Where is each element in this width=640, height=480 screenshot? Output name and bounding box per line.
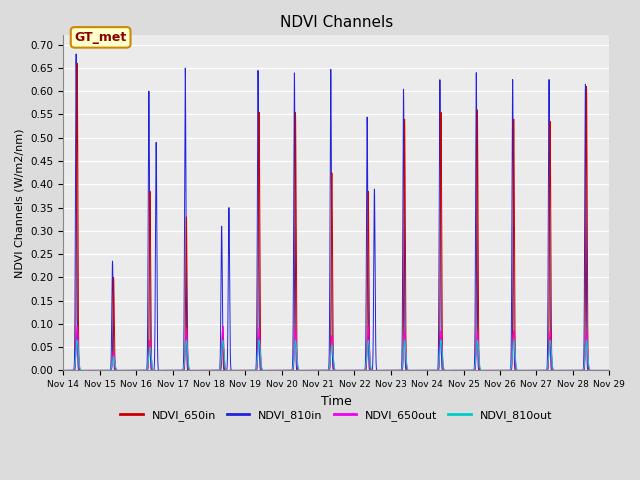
- NDVI_650in: [605, 368, 613, 373]
- NDVI_810in: [60, 368, 67, 373]
- Line: NDVI_650out: NDVI_650out: [63, 326, 609, 371]
- NDVI_650in: [604, 368, 611, 373]
- NDVI_650out: [489, 368, 497, 373]
- NDVI_650out: [60, 368, 67, 373]
- NDVI_650out: [171, 368, 179, 373]
- NDVI_810out: [74, 337, 81, 343]
- Line: NDVI_810in: NDVI_810in: [63, 54, 609, 371]
- NDVI_810out: [489, 368, 497, 373]
- NDVI_810in: [177, 368, 184, 373]
- NDVI_810out: [60, 368, 67, 373]
- NDVI_810in: [605, 368, 613, 373]
- NDVI_810in: [412, 368, 419, 373]
- Legend: NDVI_650in, NDVI_810in, NDVI_650out, NDVI_810out: NDVI_650in, NDVI_810in, NDVI_650out, NDV…: [116, 406, 556, 425]
- NDVI_650in: [177, 368, 184, 373]
- Title: NDVI Channels: NDVI Channels: [280, 15, 393, 30]
- NDVI_650out: [605, 368, 613, 373]
- Y-axis label: NDVI Channels (W/m2/nm): NDVI Channels (W/m2/nm): [15, 128, 25, 277]
- NDVI_650in: [74, 60, 81, 66]
- NDVI_650in: [412, 368, 419, 373]
- NDVI_810out: [605, 368, 613, 373]
- X-axis label: Time: Time: [321, 395, 351, 408]
- NDVI_650out: [264, 368, 271, 373]
- NDVI_810in: [171, 368, 179, 373]
- NDVI_650out: [604, 368, 611, 373]
- NDVI_810in: [72, 51, 80, 57]
- NDVI_650out: [412, 368, 419, 373]
- NDVI_650in: [171, 368, 179, 373]
- NDVI_810out: [412, 368, 419, 373]
- Line: NDVI_650in: NDVI_650in: [63, 63, 609, 371]
- NDVI_810out: [264, 368, 271, 373]
- NDVI_650in: [489, 368, 497, 373]
- NDVI_650in: [60, 368, 67, 373]
- NDVI_810out: [177, 368, 184, 373]
- NDVI_650in: [264, 368, 271, 373]
- NDVI_810in: [604, 368, 611, 373]
- Line: NDVI_810out: NDVI_810out: [63, 340, 609, 371]
- Text: GT_met: GT_met: [74, 31, 127, 44]
- NDVI_810in: [264, 368, 271, 373]
- NDVI_650out: [177, 368, 184, 373]
- NDVI_810out: [171, 368, 179, 373]
- NDVI_810in: [489, 368, 497, 373]
- NDVI_650out: [74, 324, 81, 329]
- NDVI_810out: [604, 368, 611, 373]
